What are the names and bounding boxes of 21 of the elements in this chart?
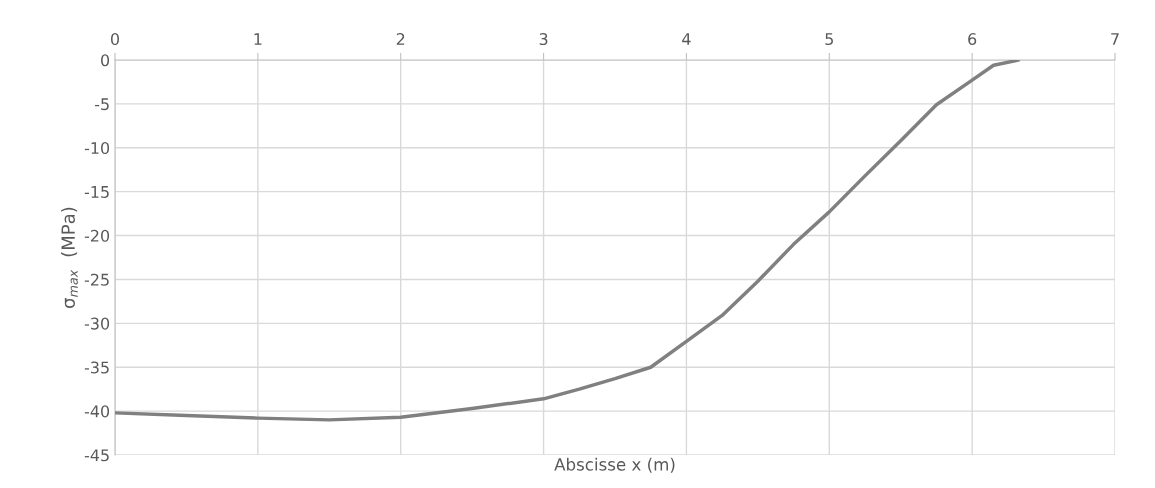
x-tick-label: 1 xyxy=(254,33,262,45)
y-tick-label: -10 xyxy=(84,141,110,155)
y-tick-label: -40 xyxy=(84,405,110,418)
y-tick-label: -20 xyxy=(84,229,110,242)
x-tick-label: 2 xyxy=(396,33,405,45)
x-tick-label: 5 xyxy=(825,33,833,46)
x-tick-label: 4 xyxy=(682,33,691,45)
x-tick-label: 0 xyxy=(110,33,120,46)
y-tick-label: -25 xyxy=(84,273,109,286)
line-series xyxy=(115,60,1020,422)
y-tick-label: -15 xyxy=(84,186,109,198)
y-tick-label: -30 xyxy=(84,317,110,330)
x-tick-label: 3 xyxy=(539,33,548,46)
y-tick-label: -45 xyxy=(84,449,109,462)
y-axis-title: σ$_{max}$ (MPa) xyxy=(61,207,78,308)
x-tick-label: 7 xyxy=(1111,33,1119,45)
y-tick-label: -5 xyxy=(95,98,109,111)
y-tick-label: -35 xyxy=(84,361,109,374)
x-axis-title: Abscisse x (m) xyxy=(554,457,675,473)
x-tick-label: 6 xyxy=(968,33,977,46)
y-tick-label: 0 xyxy=(101,54,110,67)
